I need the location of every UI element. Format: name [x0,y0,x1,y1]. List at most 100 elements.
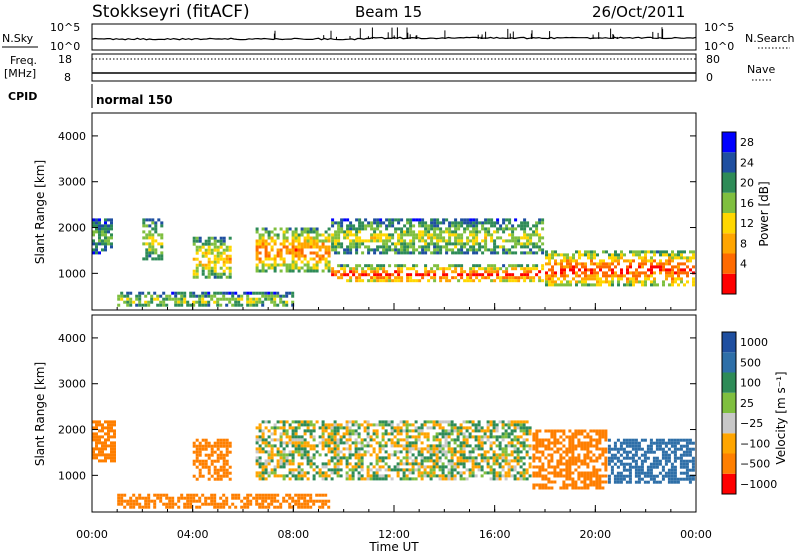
velocity-cell [682,453,686,457]
power-cell [216,257,220,261]
velocity-cell [495,426,499,430]
power-cell [442,221,446,225]
velocity-cell [312,435,316,439]
velocity-cell [282,450,286,454]
power-cell [677,271,680,275]
power-cell [210,236,214,240]
velocity-cell [207,477,211,481]
power-cell [502,276,506,280]
velocity-cell [92,420,95,424]
velocity-cell [510,444,514,448]
velocity-cell [336,423,340,427]
date-title: 26/Oct/2011 [592,3,685,21]
velocity-cell [267,462,271,466]
velocity-cell [330,432,334,436]
power-cell [548,277,551,281]
power-cell [388,273,392,277]
power-cell [496,273,500,277]
power-cell [394,276,398,280]
power-cell [548,283,551,287]
velocity-cell [480,456,484,460]
velocity-cell [544,486,548,490]
power-cell [493,279,497,283]
velocity-cell [492,456,496,460]
velocity-cell [550,486,554,490]
power-cell [551,253,554,257]
power-cell [448,227,452,231]
velocity-cell [628,456,632,460]
velocity-cell [303,450,307,454]
power-cell [409,239,413,243]
power-cell [475,251,479,255]
power-cell [324,263,328,267]
power-cell [397,239,401,243]
velocity-cell [516,447,520,451]
power-cell [445,248,449,252]
velocity-cell [216,474,220,478]
power-cell [228,266,232,270]
power-cell [409,218,413,222]
power-cell [635,280,638,284]
power-cell [665,262,668,266]
power-cell [349,221,353,225]
velocity-cell [664,444,668,448]
power-cell [346,245,350,249]
velocity-cell [303,502,307,506]
power-cell [560,262,563,266]
power-cell [174,303,178,307]
velocity-cell [535,429,539,433]
power-cell [285,294,289,298]
velocity-cell [369,477,373,481]
velocity-cell [661,453,665,457]
velocity-cell [598,474,602,478]
velocity-cell [113,450,116,454]
velocity-cell [676,438,680,442]
power-cell [340,242,344,246]
power-cell [135,297,139,301]
velocity-cell [420,432,424,436]
power-cell [258,297,262,301]
power-cell [285,239,289,243]
power-cell [285,291,289,295]
velocity-cell [147,505,151,509]
power-cell [279,300,283,304]
power-cell [442,270,446,274]
velocity-cell [153,499,157,503]
power-cell [523,276,527,280]
velocity-cell [601,435,605,439]
velocity-cell [327,426,331,430]
power-cell [457,279,461,283]
velocity-cell [559,459,563,463]
power-cell [520,276,524,280]
power-cell [469,245,473,249]
power-cell [451,221,455,225]
power-cell [502,245,506,249]
power-cell [508,273,512,277]
velocity-cell [682,444,686,448]
power-cell [376,248,380,252]
power-cell [535,267,539,271]
velocity-cell [444,435,448,439]
velocity-cell [285,441,289,445]
velocity-cell [507,435,511,439]
velocity-cell [330,441,334,445]
velocity-cell [643,474,647,478]
velocity-cell [312,462,316,466]
velocity-cell [550,432,554,436]
power-cell [291,242,295,246]
velocity-cell [113,429,116,433]
velocity-cell [297,474,301,478]
velocity-cell [303,505,307,509]
velocity-cell [225,459,229,463]
velocity-cell [351,468,355,472]
power-cell [541,218,545,222]
velocity-cell [300,474,304,478]
velocity-cell [471,435,475,439]
power-cell [415,233,419,237]
velocity-cell [110,441,113,445]
power-cell [303,227,307,231]
power-cell [151,245,155,249]
power-cell [388,236,392,240]
power-cell [569,262,572,266]
velocity-cell [135,496,139,500]
